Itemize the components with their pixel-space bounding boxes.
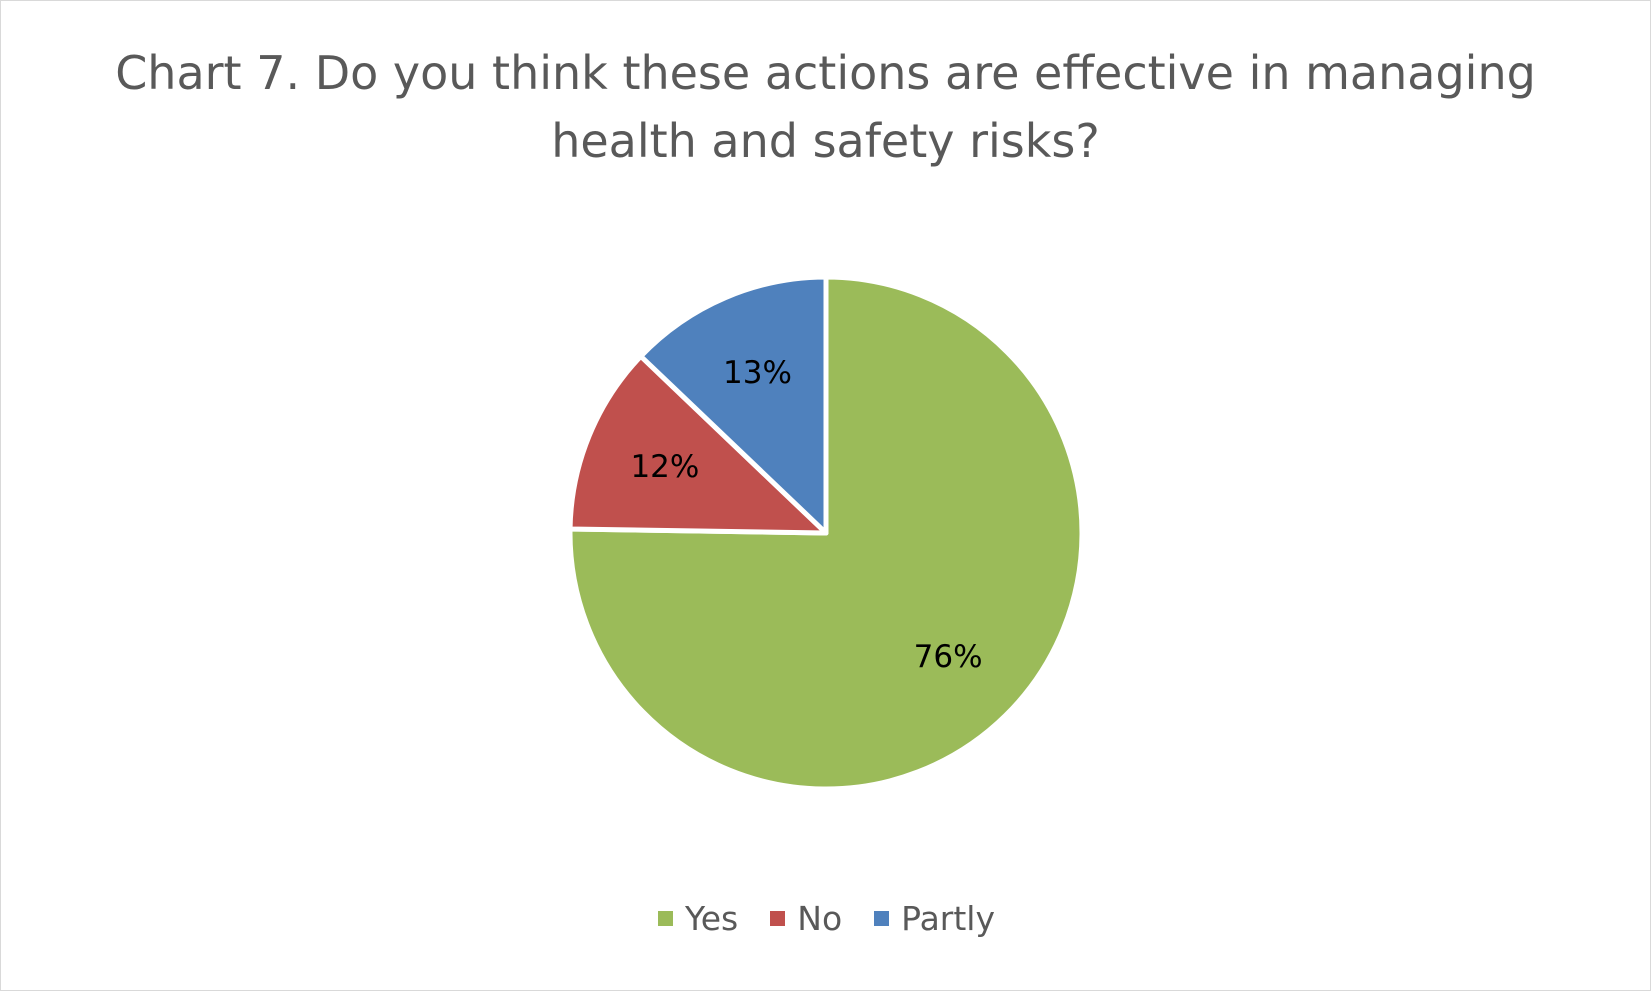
legend-item-partly: Partly <box>874 899 995 938</box>
legend-label-partly: Partly <box>901 899 995 938</box>
pie-slice-partly <box>638 274 829 536</box>
pie-slice-yes <box>567 274 1085 792</box>
legend-item-no: No <box>770 899 842 938</box>
legend-label-yes: Yes <box>684 899 739 938</box>
chart-legend: Yes No Partly <box>1 899 1651 938</box>
legend-swatch-partly <box>874 911 890 926</box>
data-label-no: 12% <box>630 449 699 485</box>
legend-item-yes: Yes <box>657 899 739 938</box>
legend-label-no: No <box>797 899 843 938</box>
chart-title: Chart 7. Do you think these actions are … <box>115 46 1536 168</box>
legend-swatch-no <box>770 911 786 926</box>
data-label-yes: 76% <box>914 639 983 675</box>
pie-slice-no <box>567 353 829 536</box>
pie-data-labels: 76% 12% 13% <box>630 355 982 675</box>
data-label-partly: 13% <box>723 355 792 391</box>
pie-slices <box>567 274 1085 792</box>
legend-swatch-yes <box>657 911 673 926</box>
